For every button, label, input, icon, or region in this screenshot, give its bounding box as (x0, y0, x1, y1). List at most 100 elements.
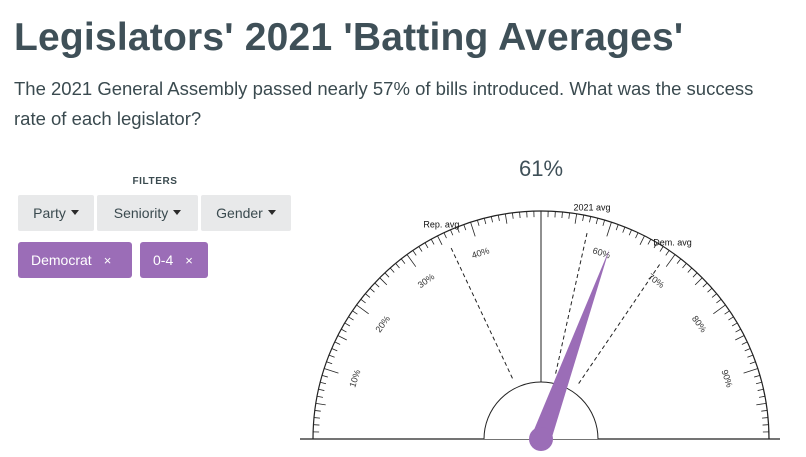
gauge-tick (490, 216, 493, 223)
gauge-tick (665, 254, 676, 267)
gender-dropdown[interactable]: Gender (201, 195, 291, 231)
filters-heading: FILTERS (132, 176, 178, 187)
caret-down-icon (267, 209, 276, 215)
gauge-tick (519, 211, 521, 219)
gauge-tick (412, 250, 417, 256)
gauge-tick (504, 213, 508, 224)
gauge-tick (756, 402, 767, 406)
party-dropdown[interactable]: Party (18, 195, 94, 231)
gauge-tick (682, 263, 687, 269)
gauge-tick (653, 242, 658, 249)
reference-line-label: Dem. avg (653, 237, 692, 247)
gauge-tick-label: 60% (591, 245, 611, 260)
gauge-tick (437, 235, 443, 245)
party-dropdown-label: Party (33, 205, 66, 221)
gauge-tick (595, 218, 599, 225)
page-subtitle: The 2021 General Assembly passed nearly … (14, 78, 754, 129)
gauge-tick (395, 263, 400, 269)
gauge-tick (755, 381, 762, 385)
gauge-tick-label: 80% (690, 314, 709, 334)
gauge-tick (352, 310, 358, 315)
caret-down-icon (70, 209, 79, 215)
gauge-tick (384, 272, 390, 278)
gauge-tick (400, 258, 406, 264)
gauge-tick (456, 226, 460, 233)
gauge-tick-label: 10% (347, 368, 362, 388)
gauge-tick (424, 242, 429, 249)
gauge-tick (713, 304, 726, 315)
remove-filter-icon[interactable]: × (103, 252, 112, 268)
gauge-tick (707, 287, 713, 293)
gauge-tick (374, 282, 380, 288)
gauge-tick (406, 254, 417, 267)
gauge-tick (348, 316, 354, 321)
gauge-tick (757, 388, 764, 391)
gauge-tick (320, 381, 327, 385)
gauge-tick (314, 410, 321, 412)
gauge-tick (635, 232, 639, 239)
gauge-hub (483, 381, 599, 440)
gauge-tick (692, 272, 698, 278)
gauge-tick (470, 222, 476, 237)
filter-chip-democrat[interactable]: Democrat × (18, 242, 132, 278)
gauge-tick (687, 267, 693, 273)
gauge-tick (389, 267, 395, 273)
gauge-tick (747, 354, 754, 358)
gauge-tick (735, 335, 745, 341)
gauge-tick (561, 211, 563, 219)
seniority-dropdown[interactable]: Seniority (97, 195, 198, 231)
gauge-tick-label: 70% (646, 271, 666, 290)
gauge-tick (334, 341, 341, 345)
gauge-tick (356, 304, 369, 315)
gauge-tick (761, 410, 768, 412)
gauge-tick (321, 375, 328, 378)
gauge-tick (582, 214, 585, 222)
reference-line (450, 247, 514, 381)
gauge-tick (694, 277, 703, 286)
gauge-tick (326, 361, 333, 365)
gauge-tick (324, 368, 339, 374)
remove-filter-icon[interactable]: × (185, 252, 193, 268)
gauge-tick (728, 316, 734, 321)
gauge-tick (379, 277, 388, 286)
gauge-tick (615, 224, 619, 231)
gauge-tick (477, 219, 480, 226)
gauge-tick (443, 232, 447, 239)
gauge-tick (589, 216, 592, 223)
filter-chip-label: 0-4 (153, 252, 174, 268)
filter-chip-seniority-0-4[interactable]: 0-4 × (140, 242, 208, 278)
gauge-tick (676, 258, 682, 264)
gauge-value-label: 61% (519, 156, 563, 181)
gauge-tick (463, 224, 467, 231)
gauge-tick (365, 293, 371, 298)
reference-line (577, 264, 661, 386)
gauge-tick (318, 388, 325, 391)
gauge-tick (602, 219, 605, 226)
gauge-tick (341, 328, 347, 333)
gauge-tick (313, 417, 321, 419)
gauge-needle (531, 248, 610, 443)
gauge-tick (315, 402, 326, 406)
gauge-tick (754, 375, 761, 378)
gauge-tick (758, 395, 766, 398)
reference-line-label: 2021 avg (574, 203, 611, 213)
gauge-tick (430, 239, 435, 245)
gauge-tick (606, 222, 612, 237)
gauge-needle-pivot (529, 427, 553, 451)
gauge-tick (744, 348, 751, 352)
gauge-tick-label: 30% (416, 271, 436, 290)
seniority-dropdown-label: Seniority (113, 205, 169, 221)
gauge-tick (639, 235, 645, 245)
batting-average-gauge: 61% 10% 20% 30% 40% 60% 70% 80% 90% Rep. avg 2021 … (300, 156, 780, 451)
gauge-tick (716, 298, 722, 304)
gauge-tick-label: 90% (720, 368, 735, 388)
gauge-tick (731, 322, 738, 327)
reference-line (554, 232, 588, 376)
gauge-tick (574, 213, 578, 224)
page-title: Legislators' 2021 'Batting Averages' (14, 16, 684, 59)
gauge-tick (622, 226, 626, 233)
gauge-tick (344, 322, 351, 327)
gauge-tick (369, 287, 375, 293)
gauge-tick (360, 298, 366, 304)
gauge-tick (749, 361, 756, 365)
